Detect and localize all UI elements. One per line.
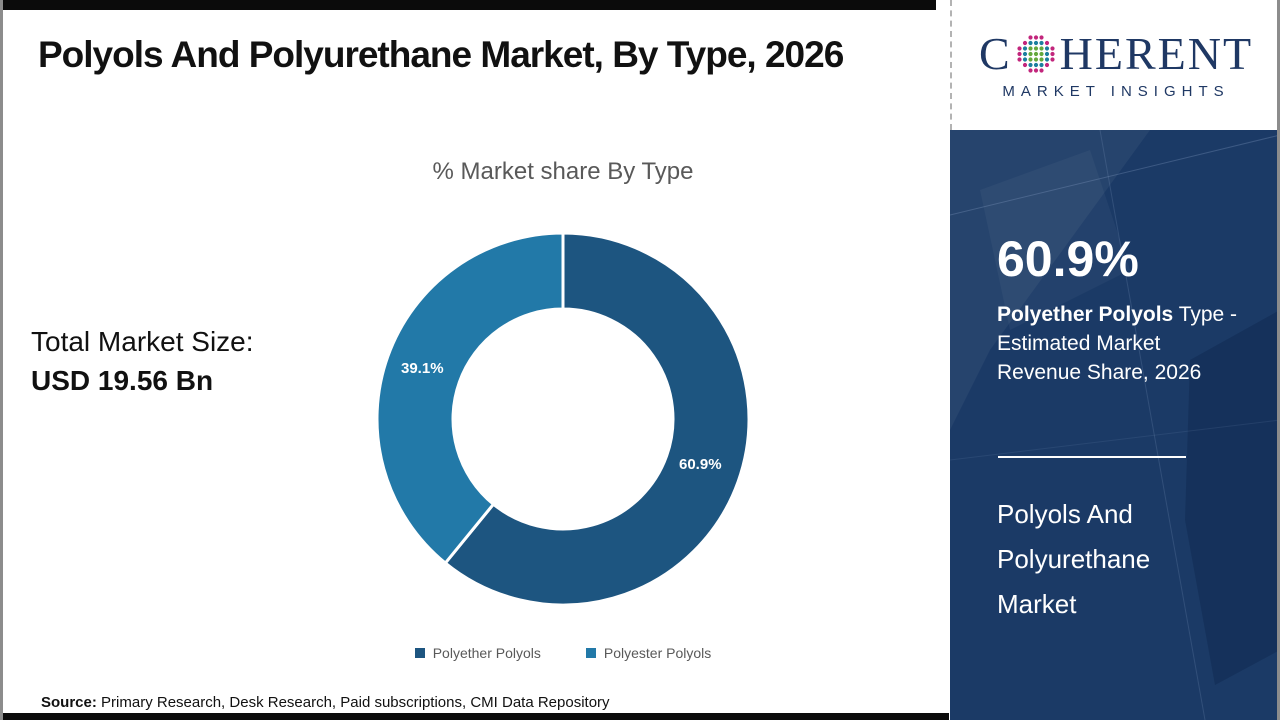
highlight-sidebar: 60.9% Polyether Polyols Type - Estimated… <box>950 130 1277 720</box>
source-label: Source: <box>41 694 97 711</box>
source-line: Source: Primary Research, Desk Research,… <box>41 694 610 711</box>
slice-label-polyether: 60.9% <box>679 456 722 473</box>
legend-swatch-polyether <box>414 648 425 658</box>
total-market-size: Total Market Size: USD 19.56 Bn <box>31 322 254 400</box>
top-accent-bar <box>3 0 936 10</box>
total-market-size-label: Total Market Size: <box>31 326 254 357</box>
total-market-size-value: USD 19.56 Bn <box>31 365 214 396</box>
sidebar-highlight-description: Polyether Polyols Type - Estimated Marke… <box>997 300 1247 387</box>
sidebar-highlight-value: 60.9% <box>997 231 1139 287</box>
legend-label-polyether: Polyether Polyols <box>432 645 541 661</box>
brand-logo-row: C HERENT <box>978 27 1254 79</box>
page-title: Polyols And Polyurethane Market, By Type… <box>38 34 844 75</box>
slice-label-polyester: 39.1% <box>401 360 444 377</box>
legend-swatch-polyester <box>585 648 596 658</box>
globe-dots-icon <box>1017 34 1055 73</box>
donut-slice-1 <box>375 231 565 565</box>
donut-svg <box>375 231 751 607</box>
legend-label-polyester: Polyester Polyols <box>603 645 712 661</box>
brand-logo: C HERENT MARKET INSIGHTS <box>950 0 1277 130</box>
sidebar-market-name: Polyols And Polyurethane Market <box>997 499 1151 619</box>
brand-subtitle: MARKET INSIGHTS <box>1002 82 1230 100</box>
chart-legend: Polyether Polyols Polyester Polyols <box>313 645 813 661</box>
sidebar-highlight-segment: Polyether Polyols <box>997 303 1174 326</box>
brand-letter-c: C <box>978 27 1012 79</box>
sidebar-highlight-rest: Type - Estimated Market Revenue Share, 2… <box>997 303 1238 384</box>
donut-slice-0 <box>443 231 751 607</box>
sidebar-divider <box>998 456 1186 458</box>
brand-letters-rest: HERENT <box>1059 27 1254 79</box>
source-text: Primary Research, Desk Research, Paid su… <box>96 694 610 711</box>
chart-title: % Market share By Type <box>432 158 694 185</box>
world-map-texture <box>950 130 1277 720</box>
legend-item-polyether: Polyether Polyols <box>414 645 541 661</box>
bottom-accent-bar <box>3 713 949 720</box>
legend-item-polyester: Polyester Polyols <box>585 645 712 661</box>
